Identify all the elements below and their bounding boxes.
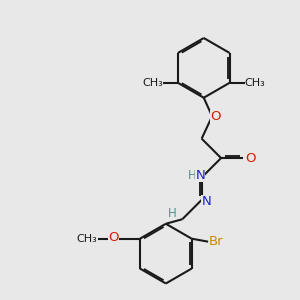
Text: Br: Br [209, 235, 224, 248]
Text: H: H [167, 207, 176, 220]
Text: CH₃: CH₃ [76, 234, 97, 244]
Text: CH₃: CH₃ [142, 78, 163, 88]
Text: N: N [195, 169, 205, 182]
Text: N: N [201, 195, 211, 208]
Text: O: O [245, 152, 255, 165]
Text: O: O [108, 231, 118, 244]
Text: H: H [188, 169, 197, 182]
Text: O: O [210, 110, 221, 123]
Text: CH₃: CH₃ [244, 78, 266, 88]
